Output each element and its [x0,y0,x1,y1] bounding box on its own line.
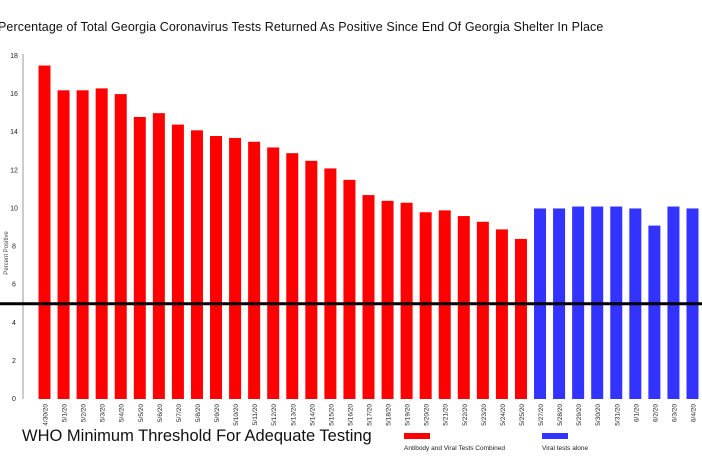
bar-combined [133,116,146,399]
x-tick-label: 5/24/20 [500,404,507,426]
bar-combined [190,130,203,400]
x-tick-label: 5/2/20 [81,404,88,422]
y-tick-label: 18 [10,53,18,60]
x-tick-label: 5/1/20 [62,404,69,422]
x-tick-label: 5/5/20 [138,404,145,422]
bar-combined [114,94,127,399]
x-tick-label: 5/9/20 [214,404,221,422]
bar-combined [38,65,51,400]
x-tick-label: 5/6/20 [157,404,164,422]
bar-combined [267,147,280,399]
y-tick-label: 6 [12,282,16,289]
bar-combined [343,179,356,399]
x-tick-label: 5/28/20 [557,404,564,426]
x-tick-label: 5/22/20 [462,404,469,426]
x-tick-label: 5/15/20 [328,404,335,426]
bar-combined [305,160,318,399]
bar-combined [419,212,432,399]
x-tick-label: 6/2/20 [652,404,659,422]
x-tick-label: 5/4/20 [119,404,126,422]
bar-combined [76,90,89,400]
bar-combined [229,137,242,399]
x-tick-label: 5/30/20 [595,404,602,426]
x-tick-label: 5/8/20 [195,404,202,422]
bar-combined [171,124,184,399]
x-tick-label: 6/3/20 [671,404,678,422]
x-tick-label: 5/3/20 [100,404,107,422]
chart-title: Percentage of Total Georgia Coronavirus … [0,20,604,34]
legend-label-combined: Antibody and Viral Tests Combined [404,445,505,452]
x-tick-label: 5/25/20 [519,404,526,426]
y-tick-label: 0 [12,396,16,403]
y-tick-label: 4 [12,320,16,327]
bar-combined [476,221,489,399]
legend-swatch-combined [404,433,430,439]
bar-combined [248,141,261,399]
bar-combined [495,229,508,399]
x-tick-label: 5/27/20 [538,404,545,426]
x-tick-label: 6/4/20 [691,404,698,422]
bar-combined [400,202,413,399]
bar-combined [324,168,337,399]
bar-combined [381,200,394,399]
bar-viral [648,225,661,399]
x-tick-label: 5/20/20 [424,404,431,426]
x-tick-label: 5/10/20 [233,404,240,426]
x-tick-label: 5/19/20 [405,404,412,426]
x-tick-label: 5/23/20 [481,404,488,426]
y-tick-label: 14 [10,129,18,136]
x-tick-label: 5/7/20 [176,404,183,422]
x-tick-label: 4/30/20 [43,404,50,426]
x-tick-label: 5/13/20 [290,404,297,426]
x-tick-label: 5/29/20 [576,404,583,426]
bar-combined [457,216,470,399]
y-tick-label: 16 [10,91,18,98]
bar-combined [95,88,108,400]
x-tick-label: 5/14/20 [309,404,316,426]
y-tick-label: 8 [12,244,16,251]
x-tick-label: 5/16/20 [347,404,354,426]
legend-label-viral: Viral tests alone [542,445,589,452]
legend-swatch-viral [542,433,568,439]
bar-combined [57,90,70,400]
bar-combined [210,136,223,400]
x-tick-label: 5/12/20 [271,404,278,426]
y-tick-label: 10 [10,205,18,212]
threshold-label: WHO Minimum Threshold For Adequate Testi… [22,427,372,445]
x-tick-label: 5/11/20 [252,404,259,426]
bar-combined [514,238,527,399]
x-tick-label: 5/18/20 [386,404,393,426]
bar-combined [152,113,165,400]
bar-combined [286,153,299,399]
bar-combined [362,195,375,399]
x-tick-label: 5/17/20 [367,404,374,426]
y-tick-label: 12 [10,167,18,174]
y-tick-label: 2 [12,358,16,365]
x-tick-label: 6/1/20 [633,404,640,422]
x-tick-label: 5/31/20 [614,404,621,426]
x-tick-label: 5/21/20 [443,404,450,426]
